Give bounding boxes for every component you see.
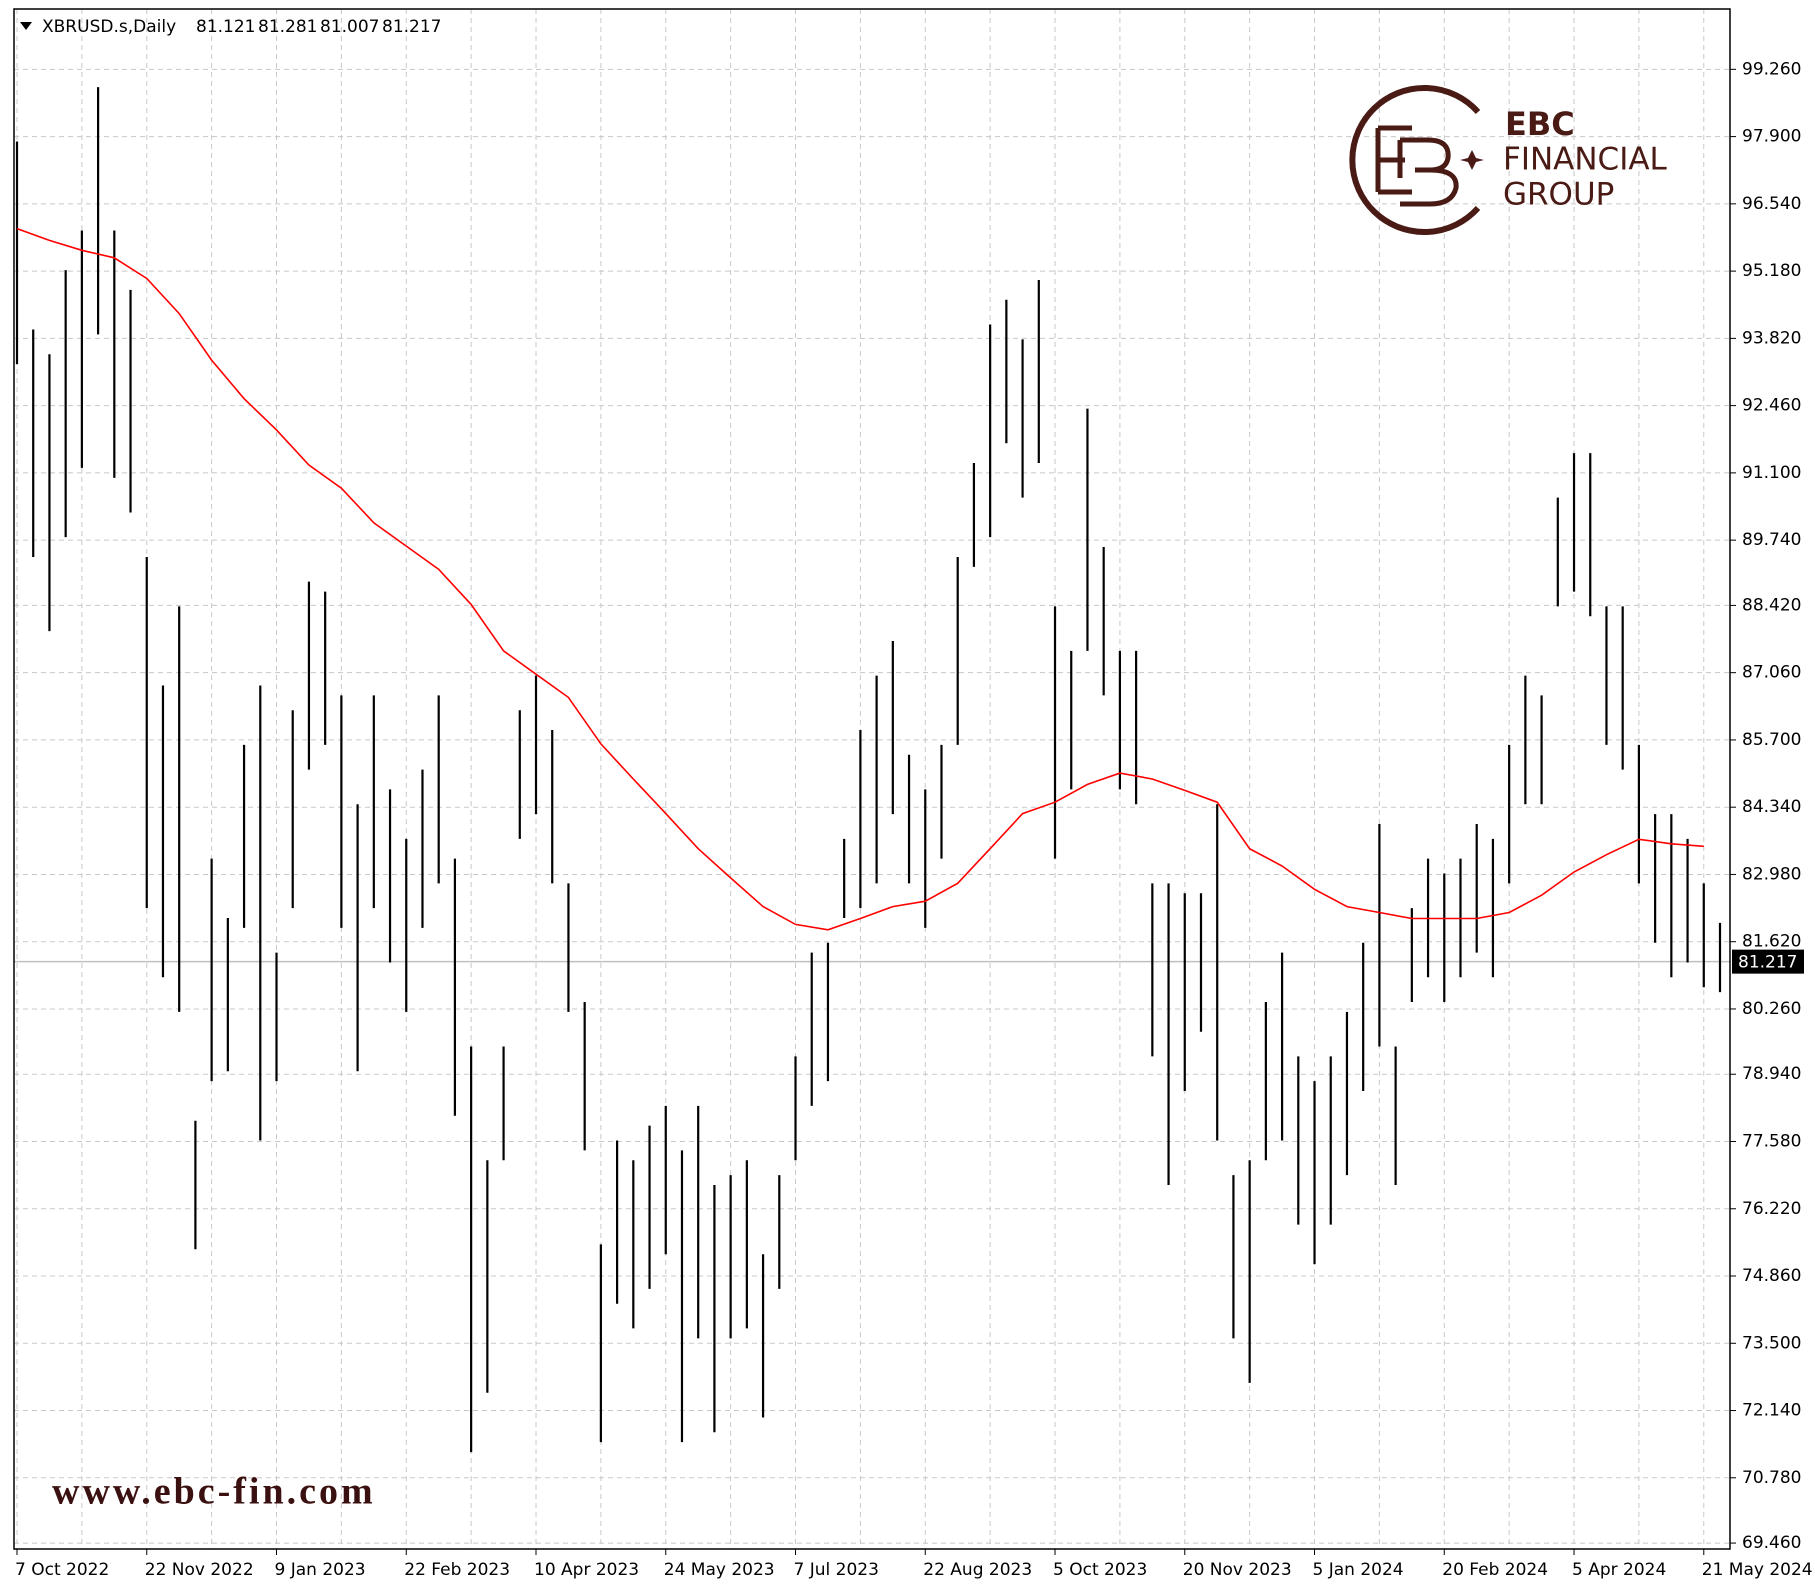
x-tick-label: 21 May 2024 [1702, 1560, 1813, 1580]
logo-ring [1349, 85, 1481, 235]
y-tick-label: 77.580 [1742, 1131, 1801, 1151]
logo-title: EBC [1505, 105, 1575, 143]
y-tick-label: 97.900 [1742, 127, 1801, 147]
symbol-title: XBRUSD.s,Daily [42, 17, 176, 37]
y-tick-label: 88.420 [1742, 595, 1801, 615]
x-tick-label: 22 Feb 2023 [404, 1560, 510, 1580]
price-label: 81.217 [1738, 953, 1797, 973]
x-tick-label: 7 Oct 2022 [15, 1560, 109, 1580]
watermark: www.ebc-fin.com [52, 1471, 376, 1513]
x-tick-label: 22 Aug 2023 [923, 1560, 1032, 1580]
y-tick-label: 81.620 [1742, 932, 1801, 952]
header-value: 81.007 [320, 17, 379, 37]
logo-line: FINANCIAL [1503, 142, 1668, 178]
logo-mark [1375, 125, 1459, 207]
y-tick-label: 84.340 [1742, 797, 1801, 817]
y-tick-label: 95.180 [1742, 261, 1801, 281]
y-tick-label: 89.740 [1742, 530, 1801, 550]
x-tick-label: 20 Feb 2024 [1442, 1560, 1548, 1580]
y-tick-label: 76.220 [1742, 1199, 1801, 1219]
y-tick-label: 99.260 [1742, 59, 1801, 79]
y-tick-label: 70.780 [1742, 1468, 1801, 1488]
y-tick-label: 92.460 [1742, 396, 1801, 416]
moving-average [16, 227, 1704, 931]
price-label-box [1732, 949, 1804, 974]
logo-star [1460, 150, 1484, 170]
y-tick-label: 87.060 [1742, 663, 1801, 683]
y-tick-label: 93.820 [1742, 328, 1801, 348]
y-tick-label: 91.100 [1742, 463, 1801, 483]
x-tick-label: 24 May 2023 [664, 1560, 775, 1580]
header-value: 81.281 [258, 17, 317, 37]
menu-arrow [20, 22, 32, 30]
y-tick-label: 80.260 [1742, 999, 1801, 1019]
x-tick-label: 22 Nov 2022 [145, 1560, 254, 1580]
y-tick-label: 72.140 [1742, 1401, 1801, 1421]
y-tick-label: 69.460 [1742, 1533, 1801, 1553]
header: XBRUSD.s,Daily 81.121 81.281 81.007 81.217 [42, 17, 441, 37]
x-tick-label: 20 Nov 2023 [1183, 1560, 1292, 1580]
y-tick-label: 78.940 [1742, 1064, 1801, 1084]
y-tick-label: 82.980 [1742, 864, 1801, 884]
plot [14, 87, 1730, 1453]
x-tick-label: 7 Jul 2023 [794, 1560, 879, 1580]
y-tick-label: 85.700 [1742, 730, 1801, 750]
y-tick-label: 74.860 [1742, 1266, 1801, 1286]
logo: EBC FINANCIAL GROUP [1349, 85, 1668, 235]
header-value: 81.121 [196, 17, 255, 37]
x-tick-label: 5 Apr 2024 [1572, 1560, 1666, 1580]
y-tick-label: 96.540 [1742, 194, 1801, 214]
plot-frame [13, 8, 1731, 1550]
x-tick-label: 5 Jan 2024 [1313, 1560, 1404, 1580]
x-tick-label: 10 Apr 2023 [534, 1560, 639, 1580]
header-value: 81.217 [382, 17, 441, 37]
x-tick-label: 9 Jan 2023 [275, 1560, 366, 1580]
y-tick-label: 73.500 [1742, 1333, 1801, 1353]
x-tick-label: 5 Oct 2023 [1053, 1560, 1147, 1580]
logo-line: GROUP [1503, 177, 1614, 213]
